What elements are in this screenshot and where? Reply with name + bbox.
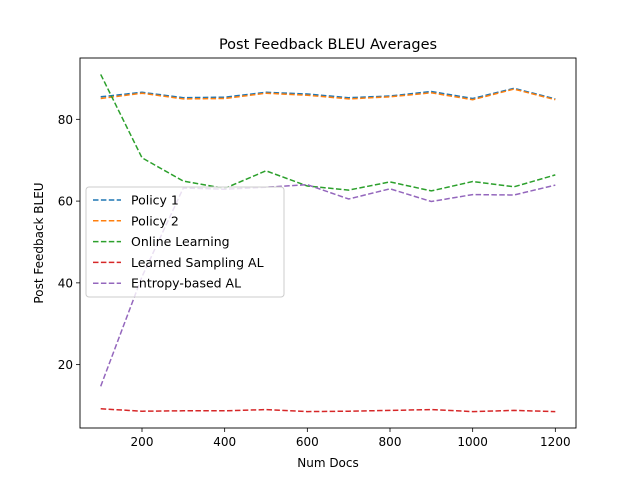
legend-label-1: Policy 2: [131, 213, 179, 228]
x-axis-label: Num Docs: [297, 456, 359, 470]
y-tick-label-0: 20: [58, 358, 73, 372]
y-tick-label-3: 80: [58, 113, 73, 127]
legend-items: Policy 1 Policy 2 Online Learning Learned S…: [93, 193, 264, 291]
legend-label-0: Policy 1: [131, 193, 179, 208]
chart-title: Post Feedback BLEU Averages: [219, 37, 437, 53]
x-tick-label-1: 400: [213, 435, 236, 449]
series-line-1: [100, 88, 556, 101]
series-line-2: [100, 74, 556, 192]
x-axis-ticks: 200 400 600 800 1000 1200: [131, 428, 571, 449]
x-tick-label-0: 200: [131, 435, 154, 449]
y-axis-label: Post Feedback BLEU: [32, 182, 46, 303]
legend: Policy 1 Policy 2 Online Learning Learned S…: [85, 186, 285, 298]
x-tick-label-3: 800: [379, 435, 402, 449]
legend-box: [85, 186, 285, 298]
series-line-3: [100, 408, 556, 413]
legend-label-3: Learned Sampling AL: [131, 255, 264, 270]
legend-label-2: Online Learning: [131, 234, 230, 249]
plot-frame: [79, 57, 577, 429]
legend-label-4: Entropy-based AL: [131, 276, 241, 291]
series-line-0: [100, 87, 556, 100]
y-tick-label-1: 40: [58, 276, 73, 290]
x-tick-label-2: 600: [296, 435, 319, 449]
y-axis-ticks: 20 40 60 80: [58, 113, 80, 372]
x-tick-label-4: 1000: [457, 435, 488, 449]
y-tick-label-2: 60: [58, 195, 73, 209]
x-tick-label-5: 1200: [540, 435, 571, 449]
